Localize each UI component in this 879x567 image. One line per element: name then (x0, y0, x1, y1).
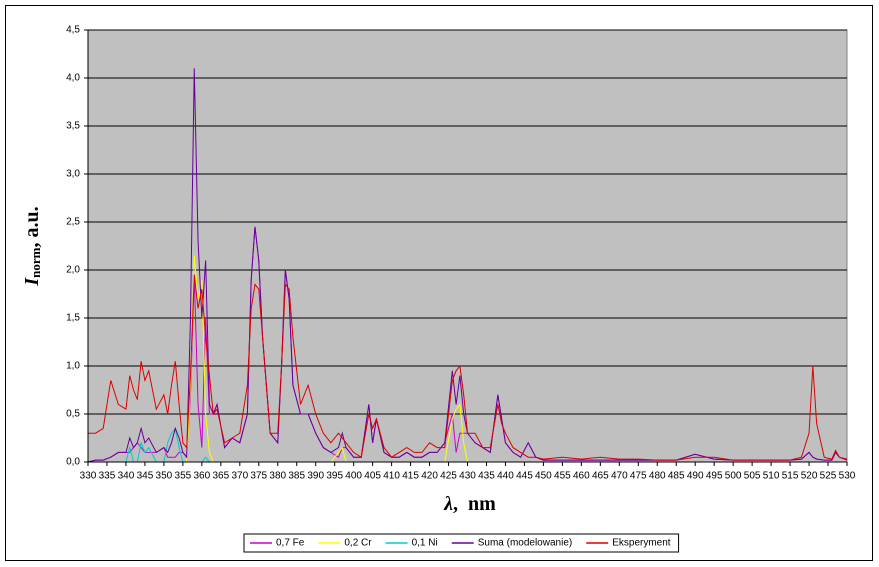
x-tick-label: 440 (497, 471, 514, 482)
x-axis-title: λ, nm (443, 493, 496, 515)
x-tick-label: 345 (137, 471, 154, 482)
legend-label: Eksperyment (612, 538, 671, 549)
x-tick-label: 365 (212, 471, 229, 482)
x-tick-label: 335 (99, 471, 116, 482)
legend-label: 0,7 Fe (276, 538, 305, 549)
x-tick-label: 385 (288, 471, 305, 482)
x-tick-label: 435 (478, 471, 495, 482)
x-tick-label: 355 (175, 471, 192, 482)
x-tick-label: 390 (307, 471, 324, 482)
x-axis-unit: , nm (453, 493, 496, 515)
y-axis-unit: , a.u. (21, 206, 43, 247)
y-tick-label: 3,5 (66, 121, 80, 132)
series-line (87, 68, 848, 463)
x-tick-label: 515 (782, 471, 799, 482)
x-tick-label: 340 (118, 471, 135, 482)
x-tick-label: 475 (630, 471, 647, 482)
x-tick-label: 395 (326, 471, 343, 482)
series-line (88, 274, 848, 461)
plot-area (87, 29, 848, 463)
y-tick-label: 1,5 (66, 313, 80, 324)
y-tick-label: 4,0 (66, 73, 80, 84)
x-tick-label: 530 (839, 471, 856, 482)
x-tick-label: 480 (649, 471, 666, 482)
x-tick-label: 485 (668, 471, 685, 482)
y-tick-label: 1,0 (66, 361, 80, 372)
x-tick-label: 430 (459, 471, 476, 482)
legend: 0,7 Fe 0,2 Cr 0,1 Ni Suma (modelowanie) Eksp… (243, 533, 680, 553)
x-tick-label: 420 (421, 471, 438, 482)
x-tick-label: 495 (706, 471, 723, 482)
x-tick-label: 510 (763, 471, 780, 482)
legend-label: Suma (modelowanie) (478, 538, 573, 549)
y-tick-label: 2,5 (66, 217, 80, 228)
legend-label: 0,1 Ni (412, 538, 438, 549)
x-tick-label: 445 (516, 471, 533, 482)
x-tick-label: 360 (194, 471, 211, 482)
x-tick-label: 410 (383, 471, 400, 482)
x-tick-label: 470 (611, 471, 628, 482)
x-tick-label: 415 (402, 471, 419, 482)
x-tick-label: 405 (364, 471, 381, 482)
x-tick-label: 400 (345, 471, 362, 482)
x-tick-label: 500 (725, 471, 742, 482)
x-tick-label: 350 (156, 471, 173, 482)
y-tick-label: 0,0 (66, 457, 80, 468)
legend-label: 0,2 Cr (344, 538, 372, 549)
x-tick-label: 425 (440, 471, 457, 482)
y-axis-title: Inorm, a.u. (21, 206, 43, 286)
y-axis-sub: norm (28, 247, 43, 278)
x-axis-symbol: λ (443, 493, 453, 515)
x-tick-label: 460 (573, 471, 590, 482)
x-tick-label: 380 (269, 471, 286, 482)
x-tick-label: 375 (250, 471, 267, 482)
x-tick-label: 455 (554, 471, 571, 482)
x-tick-label: 465 (592, 471, 609, 482)
y-axis-symbol: I (21, 277, 43, 287)
x-tick-label: 450 (535, 471, 552, 482)
y-tick-label: 0,5 (66, 409, 80, 420)
x-tick-label: 525 (820, 471, 837, 482)
y-tick-label: 4,5 (66, 25, 80, 36)
x-tick-label: 520 (801, 471, 818, 482)
x-tick-label: 490 (687, 471, 704, 482)
x-tick-label: 370 (231, 471, 248, 482)
x-tick-label: 505 (744, 471, 761, 482)
y-tick-label: 2,0 (66, 265, 80, 276)
y-tick-label: 3,0 (66, 169, 80, 180)
x-tick-label: 330 (80, 471, 97, 482)
